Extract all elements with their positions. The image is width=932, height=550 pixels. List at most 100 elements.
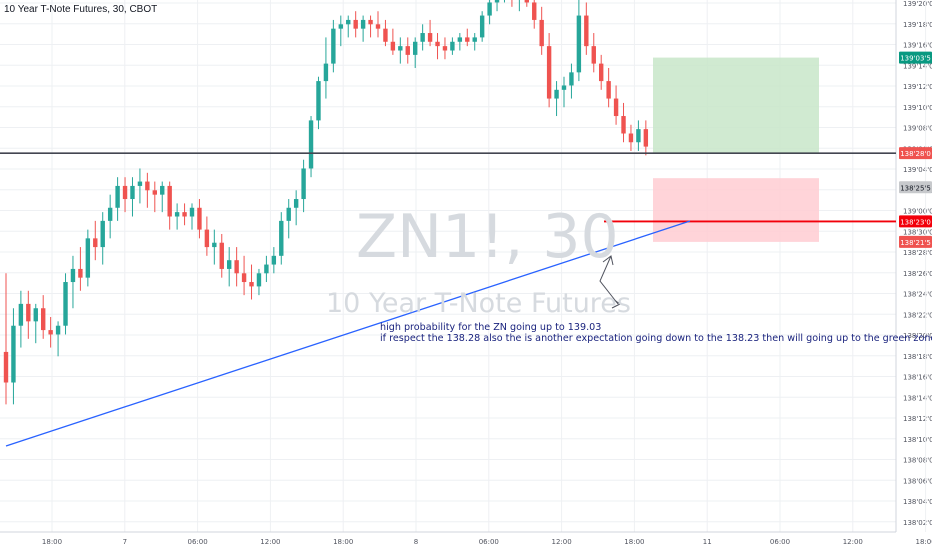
price-badge-label: 138'25'5 <box>900 184 931 192</box>
time-tick-label: 8 <box>414 538 418 546</box>
price-badge <box>899 215 932 228</box>
price-badge-label: 139'03'5 <box>900 55 931 63</box>
candle-body <box>561 85 567 90</box>
candle-body <box>279 220 284 256</box>
price-badge-label: 138'21'5 <box>900 239 931 247</box>
candle-body <box>100 220 105 248</box>
candle-body <box>346 19 351 25</box>
candle-body <box>227 260 232 269</box>
price-tick-label: 138'22'0 <box>903 311 932 319</box>
candle-body <box>643 129 649 147</box>
candle-body <box>219 242 224 269</box>
time-tick-label: 06:00 <box>188 538 208 546</box>
candle-body <box>122 185 128 200</box>
candle-body <box>599 63 604 82</box>
price-badge-label: 138'23'0 <box>900 218 931 226</box>
candle-body <box>256 273 262 287</box>
candle-body <box>472 37 477 42</box>
candle-body <box>85 238 91 278</box>
candle-body <box>63 282 68 326</box>
candle-body <box>234 260 239 274</box>
candle-body <box>465 37 470 42</box>
candle-body <box>11 325 16 383</box>
candle-body <box>524 0 529 3</box>
candle-body <box>360 19 366 29</box>
candle-body <box>137 181 143 186</box>
candle-body <box>55 325 61 335</box>
candle-body <box>613 98 619 117</box>
candle-body <box>479 15 485 38</box>
candle-body <box>390 41 396 51</box>
candle-body <box>368 19 373 25</box>
candle-body <box>442 46 448 51</box>
candle-body <box>241 273 247 283</box>
candle-body <box>323 63 329 82</box>
time-tick-label: 18:00 <box>624 538 644 546</box>
candle-body <box>487 2 492 16</box>
candle-body <box>427 33 433 42</box>
profit-zone <box>653 57 819 154</box>
price-tick-label: 139'18'0 <box>903 21 932 29</box>
price-tick-label: 139'20'0 <box>903 0 932 8</box>
price-tick-label: 138'30'0 <box>903 228 932 236</box>
candle-body <box>182 212 187 217</box>
candle-body <box>160 185 165 195</box>
candle-body <box>189 207 195 217</box>
candle-body <box>130 185 135 200</box>
candle-body <box>398 46 403 51</box>
candle-body <box>353 19 358 29</box>
loss-zone <box>653 178 819 242</box>
candle-body <box>271 255 277 265</box>
candle-body <box>212 242 217 248</box>
time-tick-label: 12:00 <box>552 538 572 546</box>
candle-body <box>450 41 455 51</box>
candle-body <box>308 120 314 169</box>
candle-body <box>48 330 53 335</box>
price-tick-label: 138'06'0 <box>903 477 932 485</box>
candle-body <box>26 303 31 322</box>
candle-body <box>107 207 113 221</box>
price-tick-label: 139'12'0 <box>903 83 932 91</box>
annotation-line-1: high probability for the ZN going up to … <box>380 322 602 333</box>
candle-body <box>93 238 98 248</box>
candle-body <box>405 46 410 55</box>
price-tick-label: 138'26'0 <box>903 270 932 278</box>
candle-body <box>41 308 46 331</box>
time-tick-label: 18:00 <box>42 538 62 546</box>
candle-body <box>584 15 589 47</box>
projection-arrow <box>599 255 619 305</box>
price-tick-label: 138'24'0 <box>903 291 932 299</box>
candle-body <box>167 185 172 217</box>
price-tick-label: 138'04'0 <box>903 498 932 506</box>
candle-body <box>3 351 9 383</box>
time-tick-label: 11 <box>703 538 712 546</box>
candle-body <box>338 24 343 29</box>
candle-body <box>576 15 582 73</box>
trendline <box>5 220 691 447</box>
price-tick-label: 138'16'0 <box>903 374 932 382</box>
annotation-line-2: if respect the 138.28 also the is anothe… <box>380 333 932 344</box>
candle-body <box>375 24 381 29</box>
price-tick-label: 138'20'0 <box>903 332 932 340</box>
price-tick-label: 139'10'0 <box>903 104 932 112</box>
candle-body <box>621 116 626 134</box>
candle-body <box>115 185 120 208</box>
price-tick-label: 139'08'0 <box>903 125 932 133</box>
candle-body <box>331 28 336 64</box>
candle-body <box>18 303 24 326</box>
time-tick-label: 12:00 <box>843 538 863 546</box>
price-tick-label: 139'16'0 <box>903 42 932 50</box>
candle-body <box>413 41 418 55</box>
candle-body <box>569 72 574 86</box>
candle-body <box>591 46 596 64</box>
price-tick-label: 138'02'0 <box>903 519 932 527</box>
candle-body <box>78 268 83 278</box>
price-tick-label: 138'08'0 <box>903 457 932 465</box>
symbol-watermark: ZN1!, 30 <box>356 202 619 272</box>
candle-body <box>293 199 299 208</box>
candle-body <box>628 133 634 143</box>
candle-body <box>539 19 544 47</box>
candle-body <box>532 2 537 20</box>
